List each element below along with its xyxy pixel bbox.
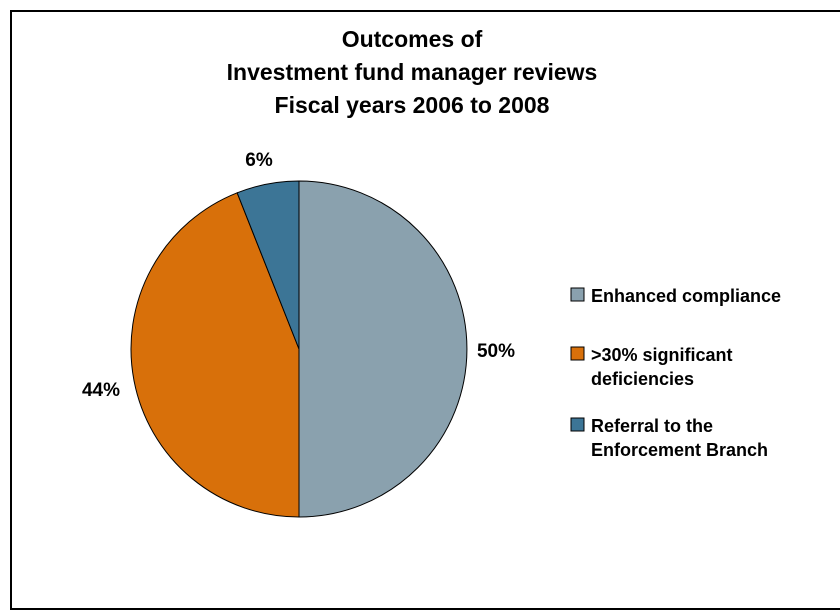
pie-slice-2 [236, 180, 300, 350]
legend-swatch-0 [570, 287, 585, 302]
pie-slice-1 [130, 192, 300, 518]
legend-label-1-1: deficiencies [591, 369, 694, 389]
chart-title-line-2: Investment fund manager reviews [227, 59, 598, 85]
chart-title: Outcomes of Investment fund manager revi… [227, 26, 598, 118]
legend: Enhanced compliance >30% significant defic… [570, 286, 781, 460]
legend-label-0-0: Enhanced compliance [591, 286, 781, 306]
chart-title-line-1: Outcomes of [342, 26, 483, 52]
pie-data-labels: 50% 44% 6% [82, 150, 515, 401]
pie-chart: Outcomes of Investment fund manager revi… [82, 26, 781, 518]
legend-label-2-1: Enforcement Branch [591, 440, 768, 460]
legend-swatch-1 [570, 346, 585, 361]
pie-data-label-2: 6% [245, 150, 273, 171]
legend-label-1-0: >30% significant [591, 345, 733, 365]
legend-label-2-0: Referral to the [591, 416, 713, 436]
pie-data-label-0: 50% [477, 341, 515, 362]
pie-slice-0 [298, 180, 468, 518]
pie-data-label-1: 44% [82, 380, 120, 401]
pie-slices [130, 180, 468, 518]
legend-swatch-2 [570, 417, 585, 432]
chart-title-line-3: Fiscal years 2006 to 2008 [275, 92, 550, 118]
